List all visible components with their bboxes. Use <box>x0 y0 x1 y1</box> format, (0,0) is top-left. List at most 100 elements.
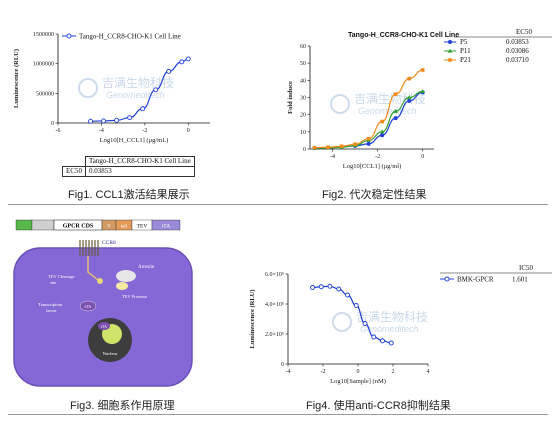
ec50-header: EC50 <box>516 28 532 36</box>
x-tick-label: 0 <box>187 128 190 134</box>
y-tick-label: 30 <box>300 96 306 102</box>
x-axis-label: Log10[CCL1] (μg/ml) <box>343 163 402 170</box>
legend-label: P21 <box>460 56 471 64</box>
watermark-logo <box>330 94 350 114</box>
fig4-caption: Fig4. 使用anti-CCR8抑制结果 <box>306 400 451 412</box>
x-tick-label: 0 <box>357 369 360 375</box>
ec50-value: 0.03853 <box>506 38 529 46</box>
data-point <box>327 283 333 289</box>
data-point <box>407 98 412 103</box>
transcription-factor-label: Transcription factor <box>38 302 63 313</box>
y-tick-label: 6.0×10⁵ <box>265 272 284 278</box>
construct-tev-label: TEV <box>137 224 148 230</box>
data-point <box>393 116 398 121</box>
y-axis-label: Luminescence (RLU) <box>13 49 20 108</box>
data-point <box>420 89 425 94</box>
tta-cyto <box>79 300 97 312</box>
x-axis-label: Log10[Sample] (nM) <box>330 378 386 385</box>
y-tick-label: 60 <box>300 44 306 50</box>
tev-protease-label: TEV Protease <box>122 294 147 299</box>
cell-body <box>13 247 193 387</box>
y-tick-label: 0 <box>303 147 306 153</box>
legend-marker <box>66 33 72 39</box>
fig4-chart: -4 -2 0 2 4 0 2.0×10⁵ 4.0×10⁵ 6.0×10⁵ Log10[Sampl… <box>249 264 552 385</box>
data-point <box>379 129 385 134</box>
data-point <box>140 106 146 112</box>
data-point <box>371 334 377 340</box>
arrestin-blob <box>116 270 136 282</box>
fig2-caption: Fig2. 代次稳定性结果 <box>322 189 427 201</box>
y-tick-label: 50 <box>300 61 306 67</box>
data-point <box>393 108 398 113</box>
fig1-table-blank <box>62 156 86 167</box>
watermark-logo <box>78 78 98 98</box>
y-tick-label: 2.0×10⁵ <box>265 332 284 338</box>
data-point <box>407 76 411 81</box>
watermark-cn: 吉满生物科技 <box>356 310 428 324</box>
data-point <box>339 144 344 149</box>
construct-tail-label: tail <box>121 225 128 230</box>
ic50-value: 1.601 <box>512 276 528 284</box>
legend-marker <box>448 58 452 62</box>
data-point <box>336 286 342 292</box>
data-point <box>388 340 394 346</box>
data-point <box>88 118 94 124</box>
fig1-table-header: Tango-H_CCR8-CHO-K1 Cell Line <box>84 156 195 167</box>
data-point <box>353 303 359 308</box>
y-axis-label: Luminescence (RLU) <box>249 289 256 348</box>
fig1-chart: -6 -4 -2 0 0 500000 1000000 1500000 Log10[H_CCL1… <box>13 32 210 144</box>
data-point <box>420 68 425 72</box>
construct-tta-label: tTA <box>162 224 170 230</box>
x-tick-label: -2 <box>375 154 380 160</box>
data-point <box>310 285 315 290</box>
fig3-caption: Fig3. 细胞系作用原理 <box>70 400 175 412</box>
construct-gpcr-label: GPCR CDS <box>63 224 94 230</box>
y-tick-label: 1500000 <box>33 32 54 38</box>
watermark-en: Genomeditech <box>106 90 165 100</box>
data-point <box>114 117 120 123</box>
data-point <box>179 59 185 65</box>
tta-nuc <box>98 322 110 330</box>
x-tick-label: -2 <box>321 369 326 375</box>
tta-cyto-label: tTA <box>85 304 93 309</box>
data-point <box>127 115 133 121</box>
y-tick-label: 4.0×10⁵ <box>265 302 284 308</box>
tta-nuc-label: tTA <box>101 324 107 329</box>
data-point <box>380 338 385 344</box>
ec50-value: 0.03710 <box>506 56 529 64</box>
tev-protease-blob <box>116 282 128 290</box>
fig1-table-row-label: EC50 <box>62 166 86 177</box>
fig1-table-row-value: 0.03853 <box>84 166 195 177</box>
legend-marker <box>447 48 453 53</box>
fig3-cell-diagram: GPCR CDS V tail TEV tTA CCR8 Arrestin TE… <box>13 219 193 387</box>
legend-label: BMK-GPCR <box>457 276 494 284</box>
chart-title: Tango-H_CCR8-CHO-K1 Cell Line <box>348 32 459 39</box>
legend-label: P5 <box>460 38 468 46</box>
fig2-chart: -4 -2 0 0 10 20 30 40 50 60 Log10[CCL1] (μg/ml) Fol… <box>287 28 552 170</box>
data-point <box>101 118 107 124</box>
data-point <box>366 136 371 141</box>
ic50-header: IC50 <box>519 264 534 272</box>
data-point <box>366 141 371 146</box>
y-tick-label: 0 <box>51 121 54 127</box>
data-point <box>353 142 357 146</box>
legend-marker <box>444 276 450 282</box>
tev-cleavage-label: TEV Cleavage site <box>48 274 75 285</box>
x-tick-label: -4 <box>99 128 104 134</box>
ccr8-receptor <box>79 240 99 256</box>
y-axis-label: Fold induce <box>287 81 294 114</box>
legend-marker <box>448 40 452 44</box>
construct-map: GPCR CDS V tail TEV tTA <box>15 219 181 231</box>
watermark-en: Genomeditech <box>358 106 417 116</box>
data-point <box>185 56 191 62</box>
data-point <box>166 68 172 74</box>
data-point <box>318 284 324 290</box>
y-tick-label: 40 <box>300 78 306 84</box>
fig1-ec50-table: Tango-H_CCR8-CHO-K1 Cell Line EC50 0.0385… <box>62 156 195 177</box>
divider-top <box>8 204 548 205</box>
ccr8-label: CCR8 <box>102 240 116 246</box>
x-tick-label: 2 <box>392 369 395 375</box>
x-tick-label: 4 <box>427 369 430 375</box>
data-point <box>345 292 350 298</box>
series-line-bmk-gpcr <box>312 285 392 344</box>
